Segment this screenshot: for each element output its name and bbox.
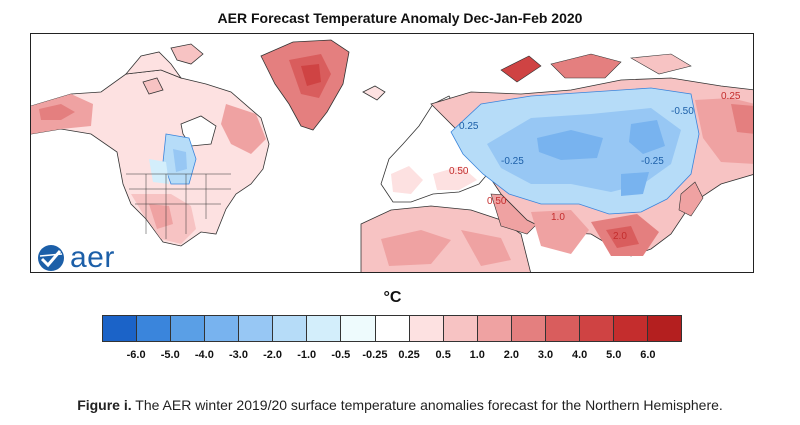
color-scale-tick-label: -1.0 [297,349,317,361]
color-scale-tick-label: 1.0 [469,349,485,361]
contour-label: 0.50 [487,196,507,207]
contour-label: 1.0 [551,212,565,223]
color-scale-tick-label: -0.25 [362,349,388,361]
color-scale-box [409,316,444,341]
color-scale-tick-label: 0.25 [398,349,420,361]
color-scale-ticks: -6.0 -5.0 -4.0 -3.0 -2.0 -1.0 -0.5 -0.25 0.25 0.5… [0,349,800,363]
caption-text: The AER winter 2019/20 surface temperatu… [131,397,723,413]
us-state-lines [126,173,231,239]
color-scale-box [205,316,240,341]
color-scale-box [477,316,512,341]
contour-label: -0.25 [641,156,664,167]
color-scale-box [375,316,410,341]
figure-caption: Figure i. The AER winter 2019/20 surface… [0,397,800,413]
contour-label: -0.25 [501,156,524,167]
aer-logo: aer [36,242,115,274]
contour-label: 0.25 [721,91,741,102]
color-scale-box [307,316,342,341]
aer-logo-text: aer [70,241,115,274]
color-scale-box [545,316,580,341]
contour-label: 0.25 [459,121,479,132]
color-scale-tick-label: -3.0 [228,349,248,361]
color-scale-box [648,316,682,341]
forecast-map: 0.25 -0.25 -0.50 0.25 0.50 1.0 -0.25 2.0… [30,33,754,273]
color-scale-box [443,316,478,341]
color-scale-box [103,316,138,341]
color-scale-box [273,316,308,341]
color-scale-box [171,316,206,341]
color-scale-tick-label: 0.5 [435,349,451,361]
arctic-islands [125,51,183,79]
color-scale-tick-label: 2.0 [503,349,520,361]
legend-unit: °C [383,289,402,306]
color-scale-box [137,316,172,341]
color-scale-box [341,316,376,341]
color-scale-tick-label: -6.0 [126,349,146,361]
caption-lead: Figure i. [77,397,132,413]
contour-label: 2.0 [613,231,627,242]
color-scale-tick-label: 5.0 [606,349,622,361]
color-scale-tick-label: -5.0 [160,349,180,361]
color-scale-box [239,316,274,341]
color-scale-bar [102,315,682,342]
map-title: AER Forecast Temperature Anomaly Dec-Jan… [217,10,583,26]
map-graphic: 0.25 -0.25 -0.50 0.25 0.50 1.0 -0.25 2.0… [31,39,753,272]
japan [678,181,704,217]
color-scale-tick-label: 6.0 [640,349,656,361]
aer-logo-icon [38,245,64,271]
color-scale-box [613,316,648,341]
contour-label: -0.50 [671,106,694,117]
color-scale-tick-label: 4.0 [571,349,588,361]
iceland [362,85,386,101]
color-scale-tick-label: 3.0 [537,349,554,361]
color-scale-box [511,316,546,341]
color-scale-box [579,316,614,341]
color-scale-tick-label: -0.5 [331,349,351,361]
contour-label: 0.50 [449,166,469,177]
hudson-bay [180,115,217,147]
color-scale-tick-label: -2.0 [263,349,283,361]
color-scale-tick-label: -4.0 [194,349,214,361]
